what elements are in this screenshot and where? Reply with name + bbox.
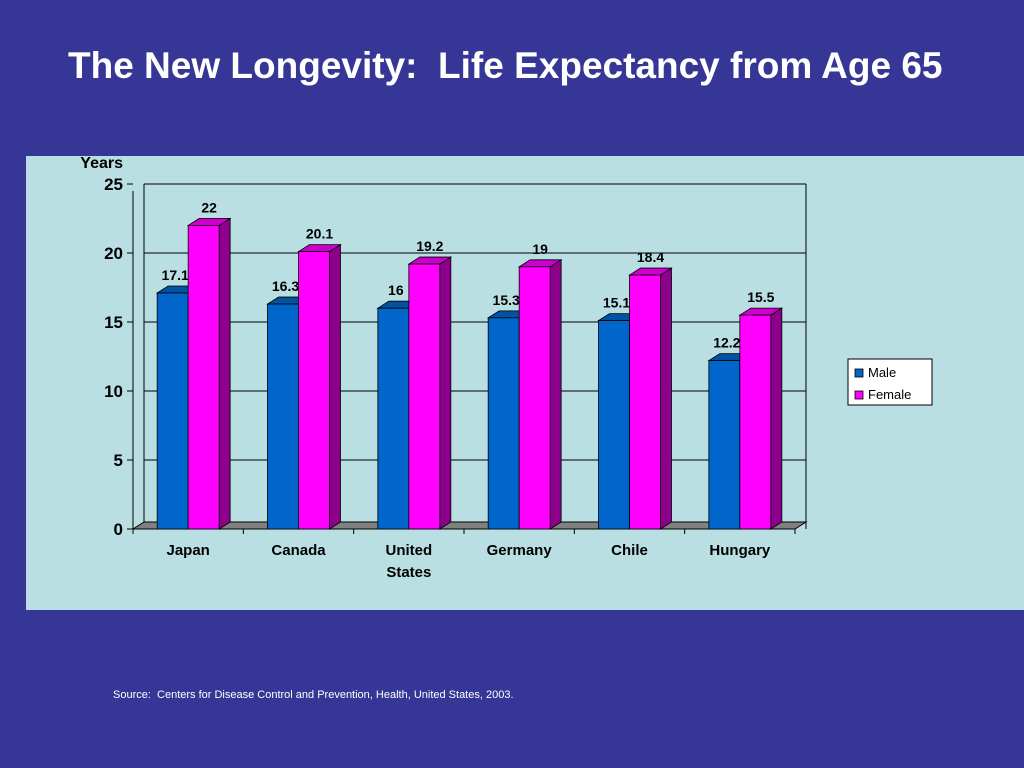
category-label: Chile bbox=[611, 542, 648, 559]
bar-female bbox=[629, 274, 661, 530]
y-axis-title: Years bbox=[80, 156, 123, 172]
data-label-male: 15.3 bbox=[493, 292, 520, 308]
legend-swatch-male bbox=[854, 368, 864, 378]
category-label: Canada bbox=[271, 542, 326, 559]
bar-male bbox=[267, 303, 299, 530]
source-note: Source: Centers for Disease Control and … bbox=[113, 689, 514, 701]
bar-female bbox=[408, 263, 441, 530]
bar-side-female bbox=[660, 267, 672, 530]
bar-side-female bbox=[439, 256, 452, 530]
legend-swatch-female bbox=[854, 390, 864, 400]
data-label-female: 19.2 bbox=[416, 238, 443, 254]
category-label: Hungary bbox=[709, 542, 771, 559]
bar-male bbox=[377, 307, 410, 530]
data-label-female: 15.5 bbox=[747, 289, 774, 305]
bar-female bbox=[518, 266, 551, 530]
bar-female bbox=[187, 225, 220, 530]
data-label-male: 12.2 bbox=[713, 335, 740, 351]
bar-side-female bbox=[770, 307, 783, 530]
bar-male bbox=[156, 292, 189, 530]
category-label: States bbox=[386, 564, 431, 581]
data-label-male: 16 bbox=[388, 282, 404, 298]
y-tick-label: 5 bbox=[114, 451, 123, 470]
data-label-female: 19 bbox=[532, 241, 548, 257]
bar-male bbox=[598, 320, 630, 530]
category-label: United bbox=[385, 542, 432, 559]
y-tick-label: 25 bbox=[104, 175, 123, 194]
bar-male bbox=[708, 360, 741, 530]
category-label: Japan bbox=[166, 542, 209, 559]
category-label: Germany bbox=[487, 542, 553, 559]
y-tick-label: 0 bbox=[114, 520, 123, 539]
chart-floor bbox=[131, 521, 808, 530]
data-label-female: 18.4 bbox=[637, 249, 664, 265]
slide-title: The New Longevity: Life Expectancy from … bbox=[68, 45, 943, 86]
legend-label-female: Female bbox=[868, 387, 911, 402]
data-label-female: 20.1 bbox=[306, 226, 333, 242]
data-label-male: 17.1 bbox=[162, 267, 189, 283]
legend-label-male: Male bbox=[868, 365, 896, 380]
bar-female bbox=[298, 251, 330, 530]
chart-panel: 0 5 10 15 20 25 Years 17.1 22 16.3 20.1 16 19.2 15.3 1… bbox=[26, 156, 1024, 610]
y-tick-label: 20 bbox=[104, 244, 123, 263]
y-tick-label: 15 bbox=[104, 313, 123, 332]
data-label-male: 15.1 bbox=[603, 295, 630, 311]
bar-female bbox=[739, 314, 772, 530]
bar-male bbox=[487, 317, 520, 530]
bar-side-female bbox=[218, 217, 231, 530]
bar-side-female bbox=[549, 259, 562, 530]
data-label-male: 16.3 bbox=[272, 278, 299, 294]
y-tick-label: 10 bbox=[104, 382, 123, 401]
data-label-female: 22 bbox=[201, 199, 217, 215]
bar-side-female bbox=[329, 243, 341, 530]
life-expectancy-chart: 0 5 10 15 20 25 Years 17.1 22 16.3 20.1 16 19.2 15.3 1… bbox=[80, 156, 933, 581]
